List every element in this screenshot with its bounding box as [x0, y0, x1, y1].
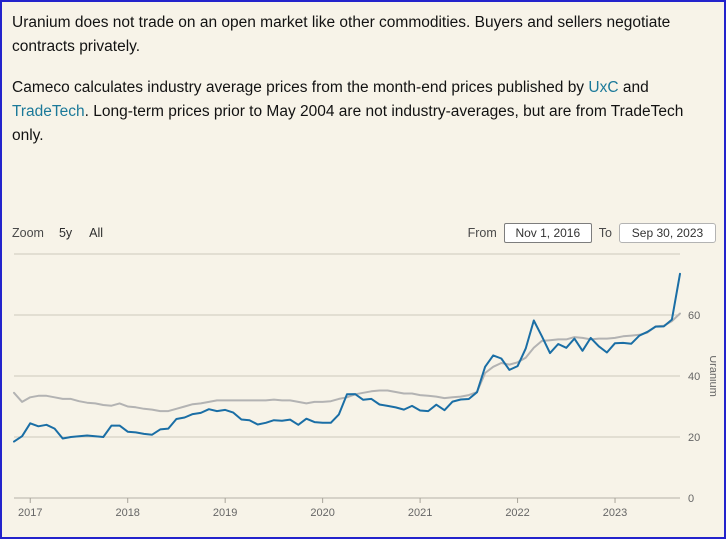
x-tick-label: 2021 [408, 507, 432, 519]
series-line-spot-price [13, 272, 681, 443]
zoom-all-button[interactable]: All [89, 226, 104, 240]
from-label: From [467, 226, 497, 240]
to-label: To [598, 226, 612, 240]
uranium-price-chart[interactable]: 0 20 40 60 2017 2018 2019 2020 2021 2022 2023 Urani… [12, 248, 716, 526]
date-range-group: From To [468, 223, 716, 243]
source-text-before: Cameco calculates industry average price… [12, 79, 589, 96]
from-date-input[interactable] [503, 223, 592, 243]
x-tick-label: 2023 [603, 507, 627, 519]
x-tick-label: 2017 [18, 507, 42, 519]
chart-range-controls: Zoom 5y All From To [12, 222, 716, 244]
zoom-5y-button[interactable]: 5y [58, 226, 73, 240]
y-axis-title: Uranium [707, 355, 716, 397]
zoom-group: Zoom 5y All [12, 226, 120, 240]
to-date-input[interactable] [619, 223, 716, 243]
source-text-mid: and [618, 79, 649, 96]
x-tick-label: 2019 [213, 507, 237, 519]
y-tick-label: 40 [688, 371, 700, 383]
tradetech-link[interactable]: TradeTech [12, 103, 85, 120]
x-tick-label: 2018 [115, 507, 139, 519]
x-tick-label: 2020 [310, 507, 334, 519]
series-line-long-term-price [13, 312, 681, 413]
source-paragraph: Cameco calculates industry average price… [12, 76, 714, 148]
intro-paragraph: Uranium does not trade on an open market… [12, 14, 671, 55]
y-tick-label: 0 [688, 493, 694, 505]
y-tick-label: 20 [688, 432, 700, 444]
uxc-link[interactable]: UxC [588, 79, 619, 96]
y-tick-label: 60 [688, 310, 700, 322]
source-text-after: . Long-term prices prior to May 2004 are… [12, 103, 684, 144]
zoom-label: Zoom [12, 226, 44, 240]
x-tick-label: 2022 [505, 507, 529, 519]
